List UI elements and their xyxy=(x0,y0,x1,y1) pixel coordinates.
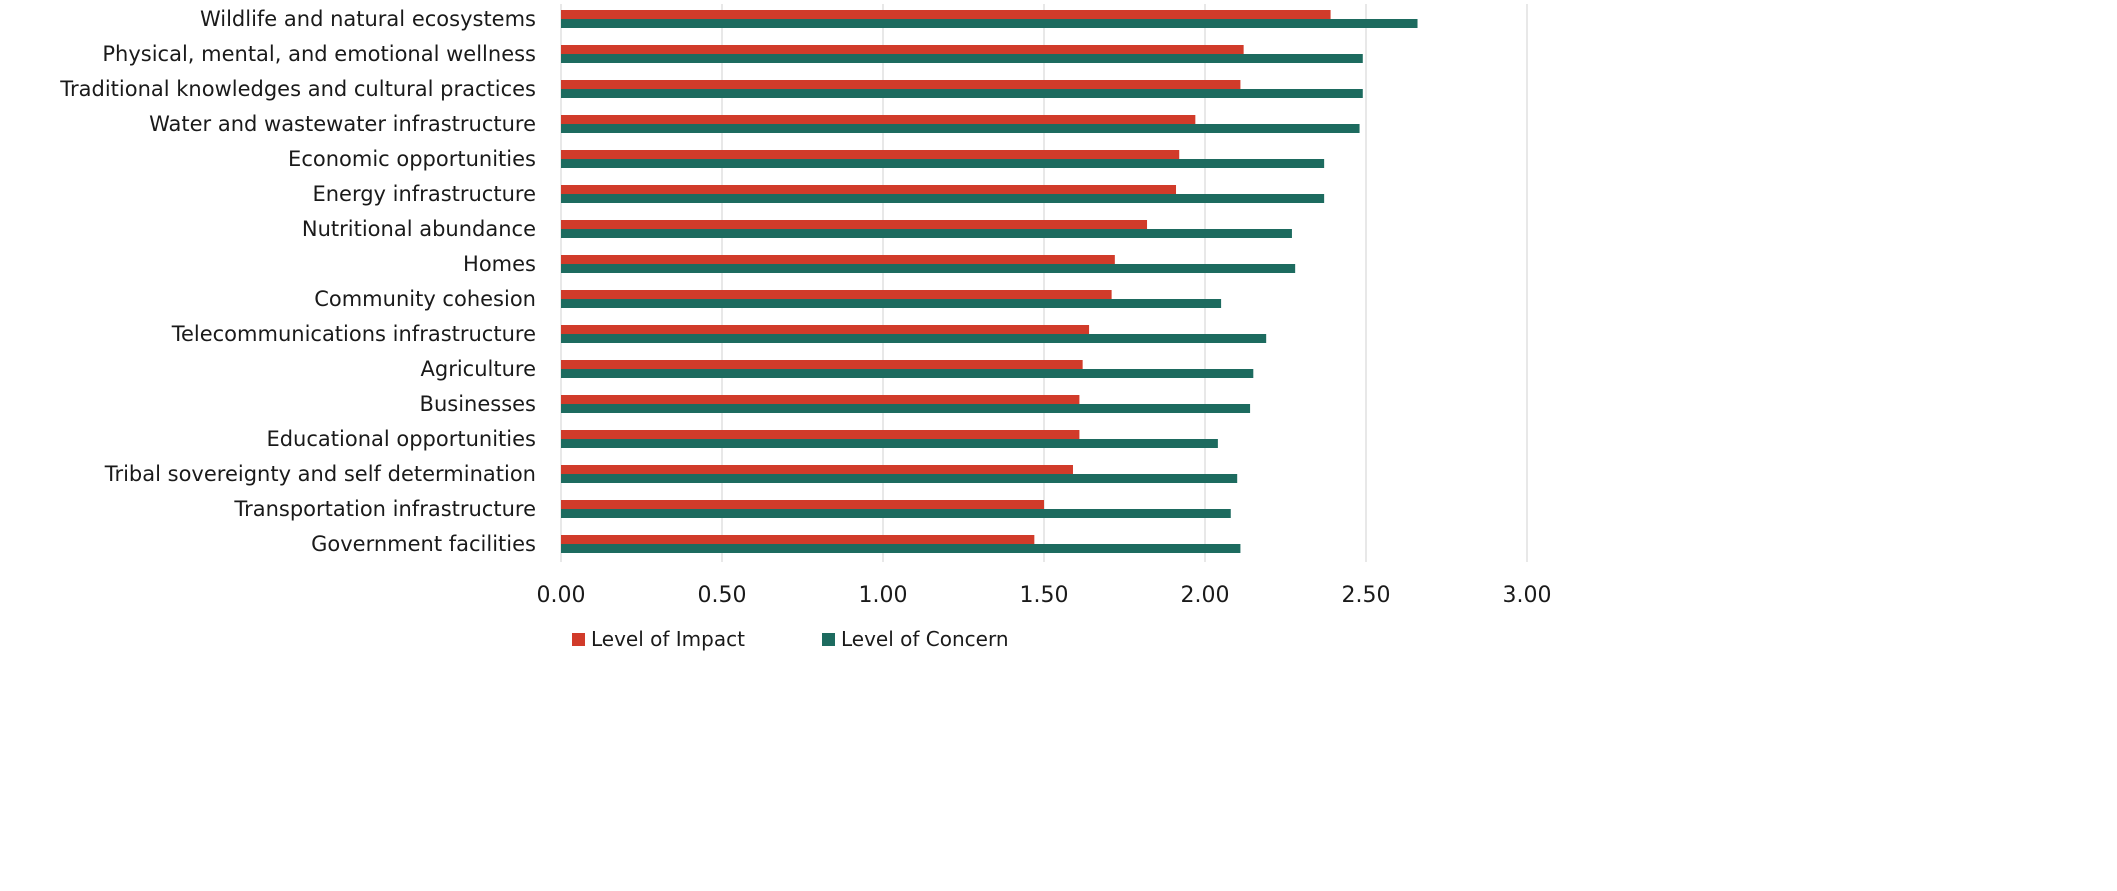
concern-bar xyxy=(561,159,1325,168)
category-labels: Wildlife and natural ecosystems Physical,… xyxy=(59,7,536,556)
impact-bar xyxy=(561,185,1177,194)
category-label: Economic opportunities xyxy=(288,147,536,171)
x-tick-label: 3.00 xyxy=(1503,583,1552,608)
impact-bar xyxy=(561,500,1044,509)
category-label: Wildlife and natural ecosystems xyxy=(200,7,536,31)
impact-bar xyxy=(561,220,1148,229)
category-label: Traditional knowledges and cultural prac… xyxy=(59,77,536,101)
category-label: Physical, mental, and emotional wellness xyxy=(102,42,536,66)
category-label: Energy infrastructure xyxy=(312,182,536,206)
category-label: Community cohesion xyxy=(314,287,536,311)
impact-bar xyxy=(561,325,1090,334)
impact-bar xyxy=(561,360,1083,369)
concern-bar xyxy=(561,404,1251,413)
x-tick-label: 1.50 xyxy=(1020,583,1069,608)
category-label: Businesses xyxy=(420,392,536,416)
x-tick-label: 0.00 xyxy=(537,583,586,608)
concern-bar xyxy=(561,544,1241,553)
category-label: Homes xyxy=(463,252,536,276)
concern-bar xyxy=(561,54,1363,63)
impact-bar xyxy=(561,290,1112,299)
concern-bar xyxy=(561,194,1325,203)
concern-bar xyxy=(561,439,1218,448)
x-tick-label: 2.50 xyxy=(1342,583,1391,608)
legend: Level of Impact Level of Concern xyxy=(572,627,1009,651)
category-label: Transportation infrastructure xyxy=(233,497,536,521)
category-label: Educational opportunities xyxy=(266,427,536,451)
impact-bar xyxy=(561,115,1196,124)
category-label: Nutritional abundance xyxy=(302,217,536,241)
category-label: Agriculture xyxy=(421,357,537,381)
legend-label-concern: Level of Concern xyxy=(841,627,1009,651)
impact-bar xyxy=(561,395,1080,404)
concern-bar xyxy=(561,89,1363,98)
impact-bar xyxy=(561,430,1080,439)
impact-bar xyxy=(561,10,1331,19)
legend-label-impact: Level of Impact xyxy=(591,627,745,651)
impact-bar xyxy=(561,465,1073,474)
legend-swatch-concern xyxy=(822,633,835,646)
x-axis-tick-labels: 0.00 0.50 1.00 1.50 2.00 2.50 3.00 xyxy=(537,583,1552,608)
impact-bar xyxy=(561,255,1115,264)
category-label: Tribal sovereignty and self determinatio… xyxy=(104,462,536,486)
category-label: Water and wastewater infrastructure xyxy=(149,112,536,136)
concern-bar xyxy=(561,509,1231,518)
concern-bar xyxy=(561,229,1292,238)
concern-bar xyxy=(561,474,1238,483)
x-tick-label: 2.00 xyxy=(1181,583,1230,608)
concern-bar xyxy=(561,124,1360,133)
category-label: Government facilities xyxy=(311,532,536,556)
concern-bar xyxy=(561,19,1418,28)
concern-bar xyxy=(561,264,1296,273)
legend-swatch-impact xyxy=(572,633,585,646)
concern-bar xyxy=(561,334,1267,343)
impact-bar xyxy=(561,150,1180,159)
x-tick-label: 0.50 xyxy=(698,583,747,608)
category-label: Telecommunications infrastructure xyxy=(171,322,536,346)
impact-bar xyxy=(561,80,1241,89)
impact-bar xyxy=(561,535,1035,544)
impact-bar xyxy=(561,45,1244,54)
x-tick-label: 1.00 xyxy=(859,583,908,608)
bars xyxy=(561,10,1418,553)
concern-bar xyxy=(561,299,1222,308)
concern-bar xyxy=(561,369,1254,378)
